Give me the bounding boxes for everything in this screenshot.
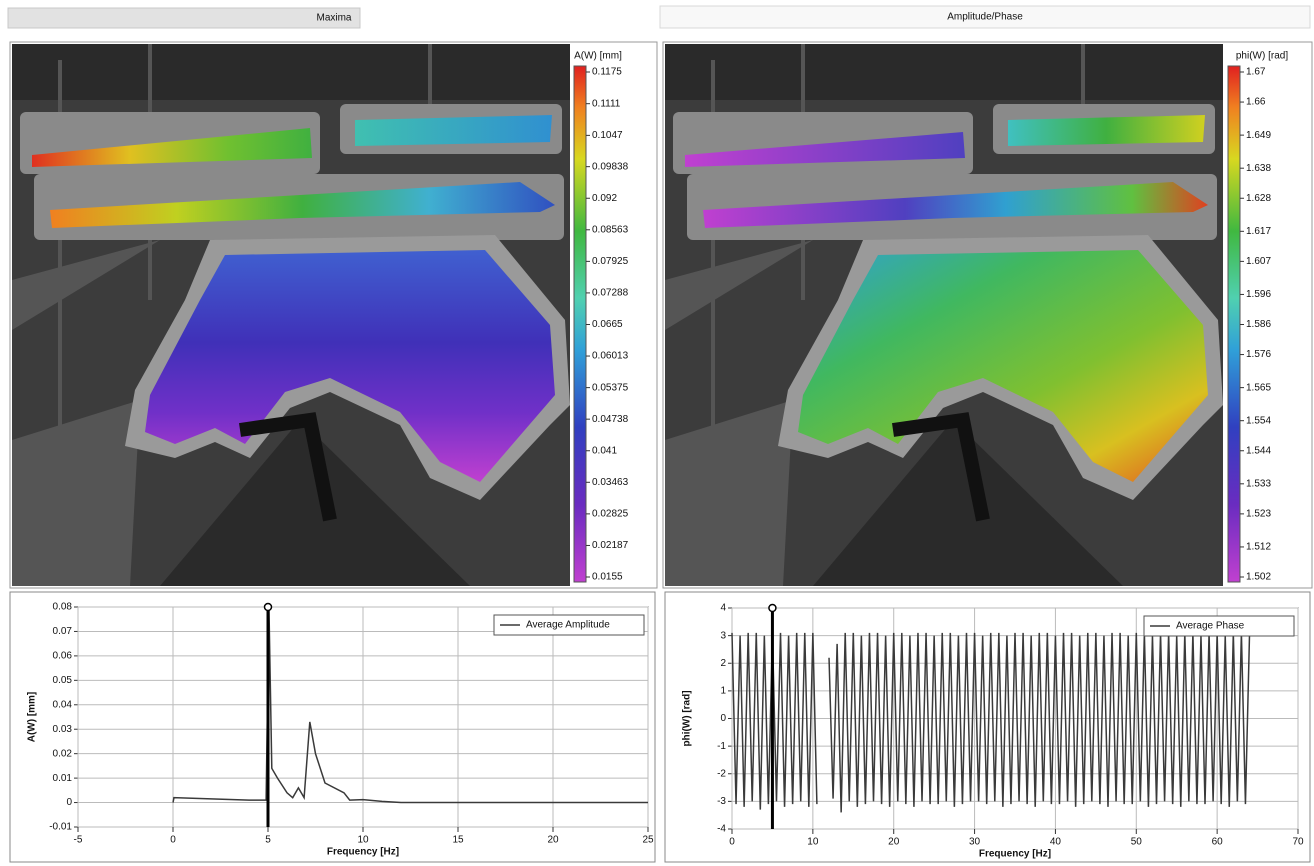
y-tick-label: -2 <box>717 768 726 779</box>
colorbar-tick-label: 0.07925 <box>592 256 629 267</box>
y-tick-label: -0.01 <box>49 822 72 833</box>
colorbar-tick-label: 0.1047 <box>592 130 623 141</box>
y-tick-label: 0.03 <box>53 724 73 735</box>
colorbar-tick-label: 0.09838 <box>592 161 629 172</box>
colorbar-tick-label: 1.533 <box>1246 478 1271 489</box>
x-tick-label: 20 <box>547 835 559 846</box>
x-axis-label: Frequency [Hz] <box>979 849 1051 860</box>
colorbar <box>574 66 586 582</box>
y-tick-label: 0.02 <box>53 748 73 759</box>
x-tick-label: 20 <box>888 837 900 848</box>
x-tick-label: 10 <box>807 837 819 848</box>
colorbar-tick-label: 0.08563 <box>592 224 629 235</box>
y-tick-label: 4 <box>720 603 726 614</box>
tab-label[interactable]: Maxima <box>316 13 351 24</box>
app-window: Maxima Amplitude/Phase A(W) [mm] <box>0 0 1314 866</box>
x-axis-label: Frequency [Hz] <box>327 847 399 858</box>
colorbar-tick-label: 1.502 <box>1246 572 1271 583</box>
x-tick-label: 10 <box>357 835 369 846</box>
x-tick-label: 40 <box>1050 837 1062 848</box>
y-tick-label: 1 <box>720 686 726 697</box>
camera-image <box>665 44 1223 586</box>
tab-label[interactable]: Amplitude/Phase <box>947 12 1023 23</box>
colorbar-tick-label: 1.554 <box>1246 415 1271 426</box>
y-tick-label: -3 <box>717 796 726 807</box>
y-tick-label: 0.08 <box>53 602 73 613</box>
cursor-handle <box>265 604 272 611</box>
colorbar-tick-label: 1.565 <box>1246 382 1271 393</box>
y-tick-label: 0.01 <box>53 773 73 784</box>
colorbar-tick-label: 0.0155 <box>592 572 623 583</box>
x-tick-label: 30 <box>969 837 981 848</box>
colorbar-tick-label: 0.1175 <box>592 67 622 78</box>
x-tick-label: -5 <box>74 835 83 846</box>
y-tick-label: -4 <box>717 824 726 835</box>
cursor-handle <box>769 605 776 612</box>
colorbar-tick-label: 1.649 <box>1246 130 1271 141</box>
x-tick-label: 0 <box>170 835 176 846</box>
colorbar-tick-label: 0.092 <box>592 193 617 204</box>
colorbar-tick-label: 0.05375 <box>592 382 629 393</box>
colorbar-tick-label: 0.03463 <box>592 477 629 488</box>
y-tick-label: 2 <box>720 658 726 669</box>
x-tick-label: 70 <box>1292 837 1304 848</box>
y-axis-label: phi(W) [rad] <box>682 690 693 746</box>
x-tick-label: 5 <box>265 835 271 846</box>
x-tick-label: 0 <box>729 837 735 848</box>
colorbar-tick-label: 0.0665 <box>592 319 623 330</box>
x-tick-label: 50 <box>1131 837 1143 848</box>
colorbar-tick-label: 1.576 <box>1246 349 1271 360</box>
y-tick-label: 0 <box>66 797 72 808</box>
tab[interactable] <box>8 8 360 28</box>
camera-image <box>12 44 570 586</box>
colorbar-tick-label: 1.607 <box>1246 256 1271 267</box>
y-tick-label: 0.07 <box>53 626 73 637</box>
colorbar-tick-label: 1.512 <box>1246 542 1271 553</box>
x-tick-label: 25 <box>642 835 654 846</box>
colorbar-label: phi(W) [rad] <box>1236 51 1288 62</box>
colorbar-tick-label: 1.628 <box>1246 193 1271 204</box>
colorbar-tick-label: 0.02187 <box>592 540 629 551</box>
colorbar-tick-label: 0.06013 <box>592 351 629 362</box>
colorbar-tick-label: 1.596 <box>1246 289 1271 300</box>
colorbar-tick-label: 0.04738 <box>592 414 629 425</box>
y-tick-label: 0.05 <box>53 675 73 686</box>
y-tick-label: 0.04 <box>53 699 73 710</box>
y-tick-label: -1 <box>717 741 726 752</box>
colorbar-label: A(W) [mm] <box>574 51 622 62</box>
colorbar-tick-label: 1.544 <box>1246 445 1271 456</box>
colorbar-tick-label: 1.638 <box>1246 163 1271 174</box>
colorbar-tick-label: 1.66 <box>1246 97 1266 108</box>
y-tick-label: 3 <box>720 630 726 641</box>
colorbar-tick-label: 1.586 <box>1246 319 1271 330</box>
legend-label: Average Phase <box>1176 621 1245 632</box>
colorbar-tick-label: 0.1111 <box>592 98 621 109</box>
colorbar-tick-label: 0.02825 <box>592 509 629 520</box>
x-tick-label: 15 <box>452 835 464 846</box>
y-tick-label: 0 <box>720 713 726 724</box>
y-axis-label: A(W) [mm] <box>27 692 38 743</box>
colorbar <box>1228 66 1240 582</box>
legend-label: Average Amplitude <box>526 620 610 631</box>
colorbar-tick-label: 1.523 <box>1246 509 1271 520</box>
y-tick-label: 0.06 <box>53 651 73 662</box>
colorbar-tick-label: 0.041 <box>592 445 617 456</box>
colorbar-tick-label: 1.617 <box>1246 226 1271 237</box>
colorbar-tick-label: 0.07288 <box>592 288 629 299</box>
x-tick-label: 60 <box>1212 837 1224 848</box>
colorbar-tick-label: 1.67 <box>1246 67 1266 78</box>
